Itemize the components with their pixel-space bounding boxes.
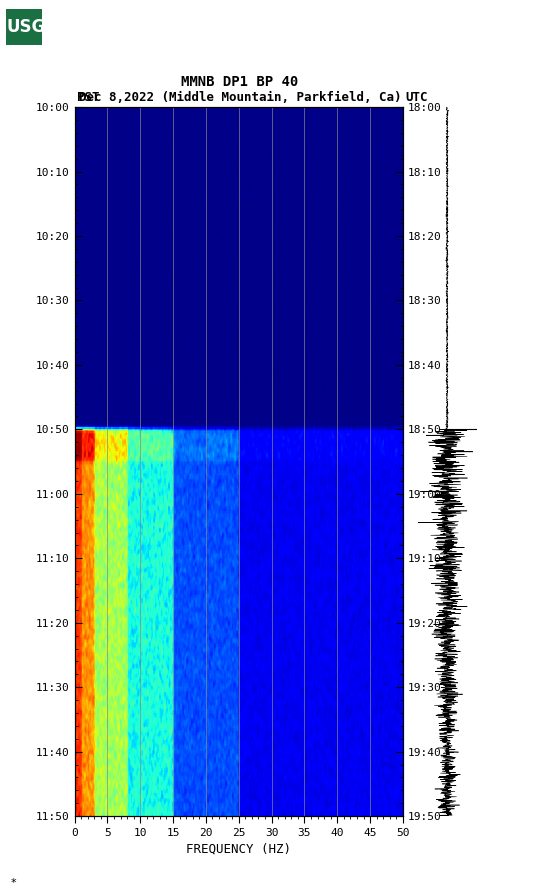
X-axis label: FREQUENCY (HZ): FREQUENCY (HZ) (186, 842, 291, 855)
Text: MMNB DP1 BP 40: MMNB DP1 BP 40 (182, 75, 299, 89)
Text: *: * (11, 878, 17, 888)
Text: Dec 8,2022 (Middle Mountain, Parkfield, Ca): Dec 8,2022 (Middle Mountain, Parkfield, … (79, 91, 401, 104)
FancyBboxPatch shape (6, 9, 42, 45)
Text: ~: ~ (7, 37, 17, 50)
Text: PST: PST (77, 91, 100, 104)
Text: UTC: UTC (406, 91, 428, 104)
Text: USGS: USGS (7, 19, 58, 37)
